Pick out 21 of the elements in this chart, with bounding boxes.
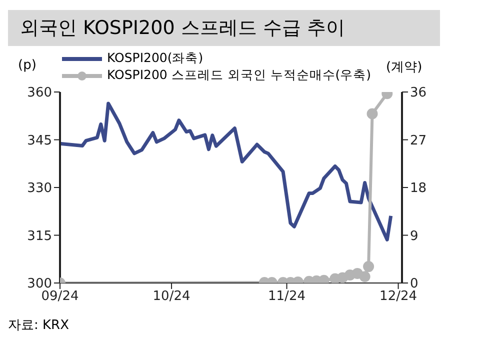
y-tick-label: 300	[27, 276, 52, 292]
y2-tick-label: 36	[410, 86, 427, 101]
y2-tick-label: 9	[410, 228, 418, 244]
legend-label: KOSPI200(좌축)	[107, 50, 204, 67]
y-tick-label: 330	[27, 181, 52, 196]
x-tick-label: 10/24	[152, 289, 190, 304]
y2-axis-title: (계약)	[386, 59, 422, 76]
y2-tick-label: 18	[410, 181, 427, 196]
x-tick-label: 09/24	[41, 289, 79, 304]
text: 자료: KRX	[8, 317, 69, 334]
y-tick-label: 345	[27, 133, 52, 148]
x-tick-label: 12/24	[380, 289, 418, 304]
x-tick-label: 11/24	[268, 289, 306, 304]
y-tick-label: 360	[27, 86, 52, 101]
y-tick-label: 315	[27, 228, 52, 244]
line-series	[60, 102, 393, 242]
chart-title: 외국인 KOSPI200 스프레드 수급 추이	[8, 10, 440, 46]
y2-tick-label: 27	[410, 133, 427, 148]
legend-label: KOSPI200 스프레드 외국인 누적순매수(우축)	[107, 67, 372, 84]
y2-tick-label: 0	[410, 276, 418, 292]
y-axis-title: (p)	[18, 58, 36, 73]
